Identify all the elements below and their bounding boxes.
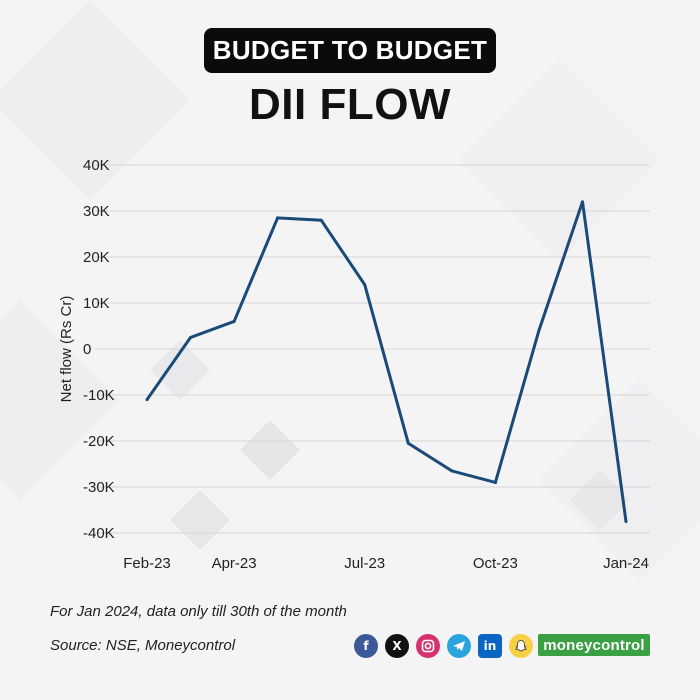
source-note: Source: NSE, Moneycontrol [50, 637, 236, 654]
data-point [580, 200, 584, 204]
y-tick-label: 40K [83, 157, 110, 174]
y-tick-label: -20K [83, 433, 115, 450]
brand-logo: moneycontrol [538, 634, 650, 656]
snapchat-icon[interactable] [509, 634, 533, 658]
social-icons: f X in [354, 634, 533, 658]
footnote: For Jan 2024, data only till 30th of the… [50, 603, 347, 620]
data-point [189, 336, 193, 339]
y-tick-label: 30K [83, 203, 110, 220]
data-point [319, 218, 323, 222]
y-tick-label: 0 [83, 341, 91, 358]
data-point [493, 480, 497, 484]
header-tag-text: BUDGET TO BUDGET [212, 35, 488, 65]
data-point [363, 283, 367, 287]
telegram-icon[interactable] [447, 634, 471, 658]
header-tag: BUDGET TO BUDGET [204, 28, 496, 73]
data-point [406, 441, 410, 445]
y-axis-label: Net flow (Rs Cr) [58, 296, 75, 403]
x-tick-label: Feb-23 [123, 555, 171, 572]
instagram-icon[interactable] [416, 634, 440, 658]
y-tick-label: 20K [83, 249, 110, 266]
data-point [145, 398, 149, 402]
y-tick-label: -30K [83, 479, 115, 496]
x-tick-label: Oct-23 [473, 555, 518, 572]
data-point [232, 319, 236, 323]
data-point [624, 520, 628, 523]
data-point [276, 216, 280, 220]
x-tick-label: Apr-23 [212, 555, 257, 572]
y-tick-label: 10K [83, 295, 110, 312]
series-line [145, 201, 628, 522]
facebook-icon[interactable]: f [354, 634, 378, 658]
data-point [450, 469, 454, 473]
chart-title: DII FLOW [249, 80, 451, 129]
y-tick-label: -40K [83, 525, 115, 542]
data-point [537, 329, 541, 333]
x-tick-label: Jan-24 [603, 555, 649, 572]
y-tick-label: -10K [83, 387, 115, 404]
x-tick-label: Jul-23 [344, 555, 385, 572]
linkedin-icon[interactable]: in [478, 634, 502, 658]
x-icon[interactable]: X [385, 634, 409, 658]
brand-logo-text: moneycontrol [543, 636, 645, 654]
